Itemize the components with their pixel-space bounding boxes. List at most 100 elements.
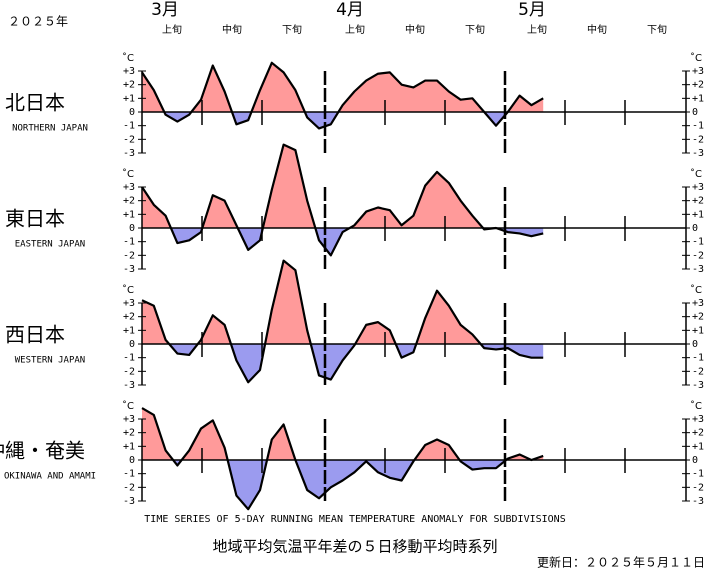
y-tick-label: 0	[129, 339, 135, 350]
positive-area	[142, 408, 544, 460]
y-tick-label: +2	[123, 312, 135, 323]
panel-subtitle: OKINAWA AND AMAMI	[4, 472, 96, 482]
y-tick-label: -1	[123, 121, 135, 132]
y-tick-label: +3	[692, 298, 704, 309]
negative-area	[142, 460, 544, 510]
caption-ja: 地域平均気温平年差の５日移動平均時系列	[212, 538, 497, 556]
caption-en: TIME SERIES OF 5-DAY RUNNING MEAN TEMPER…	[144, 514, 565, 525]
y-tick-label: +3	[123, 414, 135, 425]
y-tick-label: -2	[123, 134, 135, 145]
panel-subtitle: WESTERN JAPAN	[15, 356, 85, 366]
decade-label: 下旬	[465, 23, 485, 36]
decade-label: 上旬	[162, 23, 182, 36]
positive-area	[142, 260, 544, 344]
unit-label: ˚C	[690, 52, 702, 64]
y-tick-label: -3	[123, 496, 135, 507]
y-tick-label: +2	[692, 196, 704, 207]
negative-area	[142, 228, 544, 256]
decade-label: 中旬	[587, 23, 607, 36]
line	[141, 143, 544, 257]
y-tick-label: -3	[692, 148, 704, 159]
y-tick-label: 0	[129, 223, 135, 234]
y-tick-label: -1	[123, 353, 135, 364]
month-label: 5月	[518, 0, 546, 20]
decade-label: 中旬	[405, 23, 425, 36]
month-label: 4月	[336, 0, 364, 20]
positive-area	[142, 144, 544, 228]
y-tick-label: +1	[123, 325, 135, 336]
y-tick-label: +1	[692, 325, 704, 336]
unit-label: ˚C	[690, 168, 702, 180]
decade-label: 上旬	[527, 23, 547, 36]
y-tick-label: +2	[692, 312, 704, 323]
line	[141, 259, 544, 384]
panel-title: 西日本	[5, 323, 65, 347]
y-tick-label: -2	[692, 482, 704, 493]
y-tick-label: +3	[123, 66, 135, 77]
y-tick-label: -1	[123, 237, 135, 248]
y-tick-label: -1	[692, 353, 704, 364]
unit-label: ˚C	[122, 52, 134, 64]
y-tick-label: +2	[123, 80, 135, 91]
y-tick-label: +1	[123, 209, 135, 220]
unit-label: ˚C	[690, 284, 702, 296]
panel-subtitle: NORTHERN JAPAN	[12, 124, 88, 134]
positive-area	[142, 62, 544, 112]
y-tick-label: +3	[123, 182, 135, 193]
y-tick-label: +1	[123, 441, 135, 452]
unit-label: ˚C	[122, 400, 134, 412]
y-tick-label: -3	[692, 380, 704, 391]
y-tick-label: +1	[123, 93, 135, 104]
y-tick-label: -1	[123, 469, 135, 480]
line	[141, 61, 544, 130]
unit-label: ˚C	[122, 284, 134, 296]
y-tick-label: 0	[692, 339, 698, 350]
y-tick-label: +2	[692, 80, 704, 91]
panel-title: 北日本	[5, 91, 65, 115]
y-tick-label: -3	[123, 148, 135, 159]
y-tick-label: +3	[692, 414, 704, 425]
decade-label: 中旬	[222, 23, 242, 36]
negative-area	[142, 344, 544, 383]
y-tick-label: 0	[692, 223, 698, 234]
y-tick-label: +2	[123, 428, 135, 439]
month-label: 3月	[151, 0, 179, 20]
negative-area	[142, 112, 544, 129]
y-tick-label: -2	[123, 366, 135, 377]
y-tick-label: +2	[123, 196, 135, 207]
panel-subtitle: EASTERN JAPAN	[15, 240, 85, 250]
decade-label: 上旬	[345, 23, 365, 36]
y-tick-label: -3	[123, 264, 135, 275]
line	[141, 407, 544, 511]
y-tick-label: -2	[123, 250, 135, 261]
y-tick-label: -1	[692, 121, 704, 132]
decade-label: 下旬	[647, 23, 667, 36]
y-tick-label: 0	[692, 107, 698, 118]
updated-date: 更新日：２０２５年５月１１日	[537, 555, 705, 570]
panel-title: 東日本	[5, 207, 65, 231]
y-tick-label: 0	[129, 107, 135, 118]
y-tick-label: +3	[123, 298, 135, 309]
y-tick-label: -2	[123, 482, 135, 493]
year-label: ２０２５年	[8, 15, 68, 29]
y-tick-label: +1	[692, 441, 704, 452]
y-tick-label: -2	[692, 366, 704, 377]
y-tick-label: 0	[692, 455, 698, 466]
y-tick-label: -3	[123, 380, 135, 391]
y-tick-label: +1	[692, 93, 704, 104]
decade-label: 下旬	[282, 23, 302, 36]
unit-label: ˚C	[690, 400, 702, 412]
y-tick-label: -1	[692, 469, 704, 480]
y-tick-label: -2	[692, 250, 704, 261]
unit-label: ˚C	[122, 168, 134, 180]
y-tick-label: -2	[692, 134, 704, 145]
y-tick-label: -3	[692, 264, 704, 275]
y-tick-label: -3	[692, 496, 704, 507]
y-tick-label: 0	[129, 455, 135, 466]
y-tick-label: +2	[692, 428, 704, 439]
panel-title: 沖縄・奄美	[0, 439, 85, 463]
y-tick-label: -1	[692, 237, 704, 248]
y-tick-label: +3	[692, 182, 704, 193]
y-tick-label: +3	[692, 66, 704, 77]
